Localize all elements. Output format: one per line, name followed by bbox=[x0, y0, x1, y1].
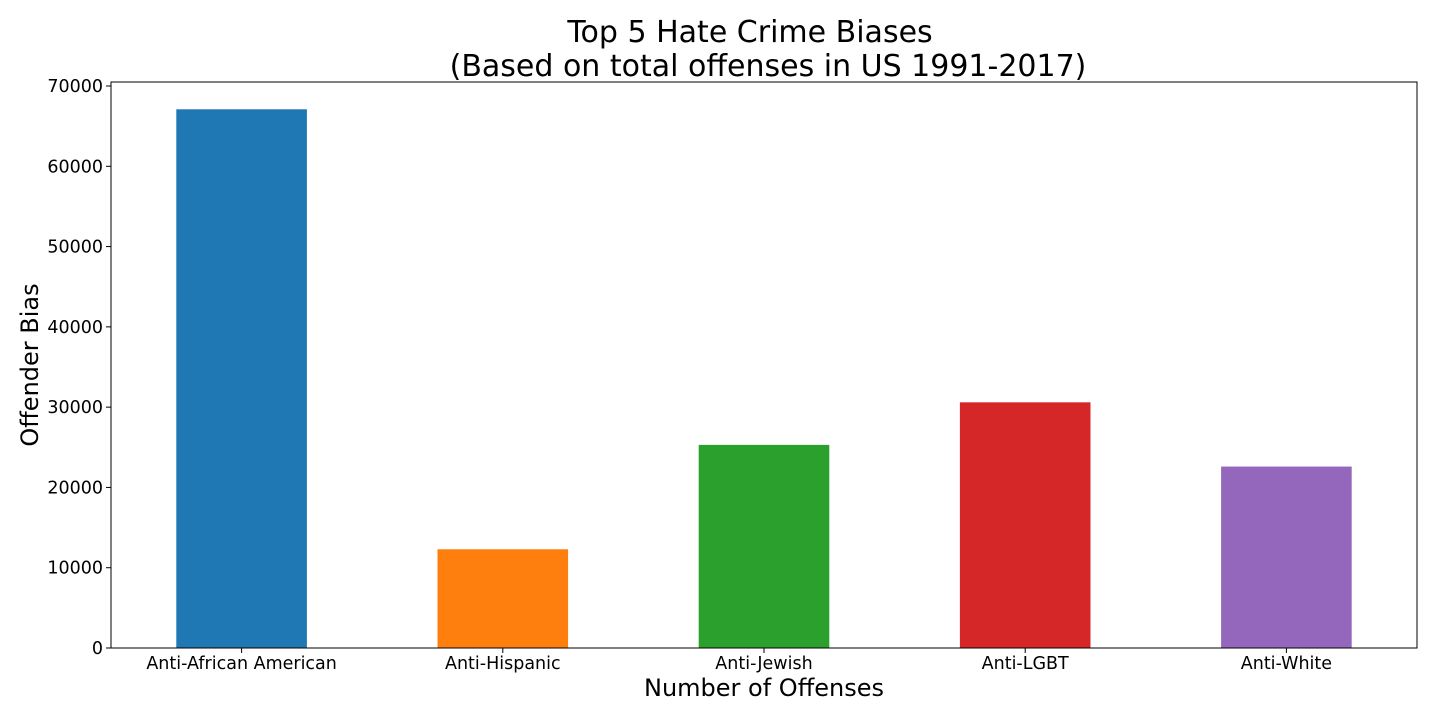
y-tick-label: 20000 bbox=[47, 478, 103, 498]
x-tick-label: Anti-African American bbox=[146, 654, 337, 674]
y-axis-ticks: 0 10000 20000 30000 40000 50000 60000 70000 bbox=[47, 77, 111, 659]
bar-anti-lgbt bbox=[959, 402, 1091, 648]
y-axis-label: Offender Bias bbox=[16, 283, 44, 446]
y-tick-label: 30000 bbox=[47, 398, 103, 418]
bars-group bbox=[176, 109, 1352, 649]
y-tick-label: 60000 bbox=[47, 157, 103, 177]
y-tick-label: 40000 bbox=[47, 318, 103, 338]
x-axis-ticks: Anti-African American Anti-Hispanic Anti-J… bbox=[146, 648, 1332, 674]
bar-anti-white bbox=[1221, 466, 1352, 648]
y-tick-label: 50000 bbox=[47, 238, 103, 258]
x-tick-label: Anti-White bbox=[1241, 654, 1332, 674]
chart-title-line-1: Top 5 Hate Crime Biases bbox=[566, 15, 932, 50]
x-tick-label: Anti-LGBT bbox=[982, 654, 1069, 674]
bar-anti-african-american bbox=[176, 109, 307, 649]
plot-area-frame bbox=[110, 81, 1418, 649]
y-tick-label: 70000 bbox=[47, 77, 103, 97]
chart-title-line-2: (Based on total offenses in US 1991-2017… bbox=[450, 49, 1087, 84]
x-axis-label: Number of Offenses bbox=[644, 674, 884, 702]
x-tick-label: Anti-Hispanic bbox=[445, 654, 561, 674]
bar-anti-hispanic bbox=[437, 549, 569, 648]
bar-anti-jewish bbox=[698, 444, 830, 648]
y-tick-label: 0 bbox=[92, 639, 103, 659]
y-tick-label: 10000 bbox=[47, 559, 103, 579]
x-tick-label: Anti-Jewish bbox=[715, 654, 812, 674]
